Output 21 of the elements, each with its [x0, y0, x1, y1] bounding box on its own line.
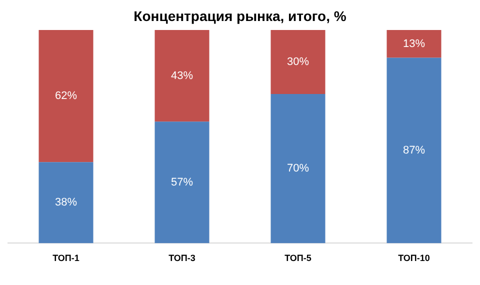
data-label: 57% [170, 176, 194, 188]
data-label: 62% [54, 90, 78, 102]
bar [154, 122, 210, 244]
data-label: 70% [286, 162, 310, 175]
data-label: 38% [54, 196, 78, 209]
chart-title: Концентрация рынка, итого, % [132, 8, 348, 24]
bar [270, 30, 326, 94]
data-label: 13% [402, 38, 426, 50]
data-label: 43% [170, 70, 194, 82]
x-tick-label: ТОП-10 [398, 253, 430, 264]
bar [386, 30, 442, 58]
data-label: 87% [402, 144, 426, 156]
bar [154, 30, 210, 122]
x-tick-label: ТОП-5 [284, 253, 312, 264]
data-label: 30% [286, 56, 310, 68]
x-tick-label: ТОП-3 [168, 253, 196, 264]
bar [38, 30, 94, 162]
bar [386, 58, 442, 244]
bar [38, 162, 94, 244]
x-tick-label: ТОП-1 [52, 253, 80, 264]
bar [270, 94, 326, 244]
